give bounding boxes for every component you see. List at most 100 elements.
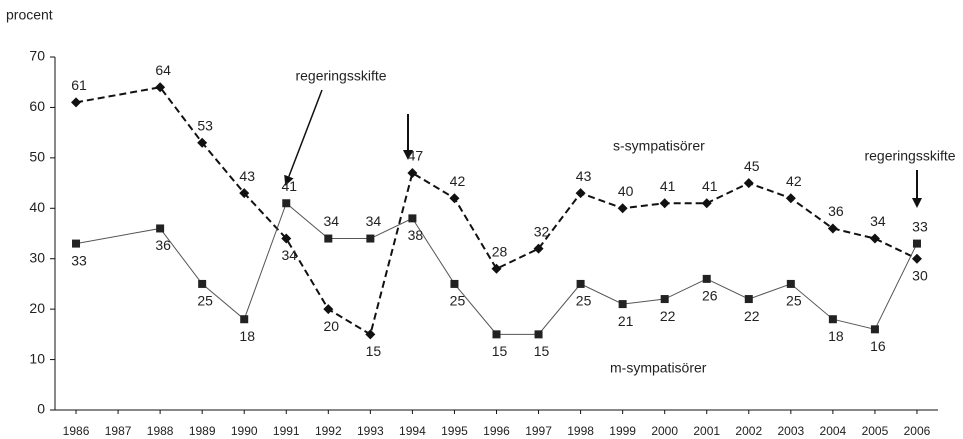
marker [911,253,922,264]
marker [575,188,586,199]
data-label: 32 [534,223,550,239]
data-label: 22 [744,308,760,324]
data-label: 16 [870,338,886,354]
marker [491,263,502,274]
marker [618,300,627,309]
data-label: 30 [912,267,928,283]
series-line [75,202,918,335]
series-line [75,86,918,336]
marker [450,279,459,288]
y-axis-label: procent [6,7,53,23]
marker [492,330,501,339]
x-tick-label: 2000 [651,424,678,438]
marker [659,198,670,209]
data-label: 25 [450,293,466,309]
data-label: 18 [828,328,844,344]
x-tick-label: 2002 [735,424,762,438]
marker [324,234,333,243]
data-label: 42 [450,173,466,189]
x-tick-label: 2004 [820,424,847,438]
data-label: 33 [912,218,928,234]
marker [869,233,880,244]
data-label: 25 [197,293,213,309]
x-tick-label: 1991 [273,424,300,438]
x-tick-label: 2003 [777,424,804,438]
marker [198,279,207,288]
data-label: 41 [281,178,297,194]
data-label: 28 [492,244,508,260]
marker [828,315,837,324]
y-tick-label: 10 [29,350,45,366]
annotation: regeringsskifte [864,148,955,164]
marker [743,178,754,189]
x-tick-label: 2005 [862,424,889,438]
data-label: 42 [786,173,802,189]
marker [323,304,334,315]
data-label: 41 [660,178,676,194]
data-label: 25 [576,293,592,309]
data-label: 20 [324,318,340,334]
series-label: m-sympatisörer [610,360,707,376]
data-label: 15 [366,343,382,359]
marker [365,329,376,340]
series-label: s-sympatisörer [613,138,705,154]
data-label: 38 [408,227,424,243]
x-tick-label: 1993 [357,424,384,438]
data-label: 43 [239,168,255,184]
data-label: 22 [660,308,676,324]
marker [72,239,81,248]
data-label: 36 [828,203,844,219]
y-tick-label: 40 [29,199,45,215]
marker [240,315,249,324]
x-tick-label: 1996 [483,424,510,438]
y-tick-label: 70 [29,48,45,64]
x-tick-label: 1994 [399,424,426,438]
marker [407,167,418,178]
data-label: 21 [618,313,634,329]
data-label: 64 [155,62,171,78]
data-label: 15 [534,343,550,359]
data-label: 34 [366,213,382,229]
x-tick-label: 2006 [904,424,931,438]
x-tick-label: 2001 [693,424,720,438]
data-label: 25 [786,293,802,309]
data-label: 15 [492,343,508,359]
marker [576,279,585,288]
x-tick-label: 1998 [567,424,594,438]
y-tick-label: 50 [29,149,45,165]
marker [870,325,879,334]
x-tick-label: 1999 [609,424,636,438]
x-tick-label: 1997 [525,424,552,438]
marker [617,203,628,214]
y-tick-label: 30 [29,249,45,265]
y-tick-label: 20 [29,300,45,316]
marker [408,214,417,223]
data-label: 18 [239,328,255,344]
marker [239,188,250,199]
data-label: 53 [197,117,213,133]
data-label: 26 [702,288,718,304]
marker [660,295,669,304]
marker [702,274,711,283]
marker [71,97,82,108]
data-label: 36 [155,237,171,253]
x-tick-label: 1995 [441,424,468,438]
data-label: 34 [870,213,886,229]
marker [827,223,838,234]
marker [533,243,544,254]
marker [282,199,291,208]
data-label: 43 [576,168,592,184]
marker [156,224,165,233]
data-label: 34 [324,213,340,229]
data-label: 61 [71,77,87,93]
data-label: 45 [744,158,760,174]
marker [534,330,543,339]
marker [197,137,208,148]
marker [701,198,712,209]
marker [281,233,292,244]
marker [744,295,753,304]
annotation: regeringsskifte [295,68,386,84]
marker [912,239,921,248]
x-tick-label: 1989 [189,424,216,438]
